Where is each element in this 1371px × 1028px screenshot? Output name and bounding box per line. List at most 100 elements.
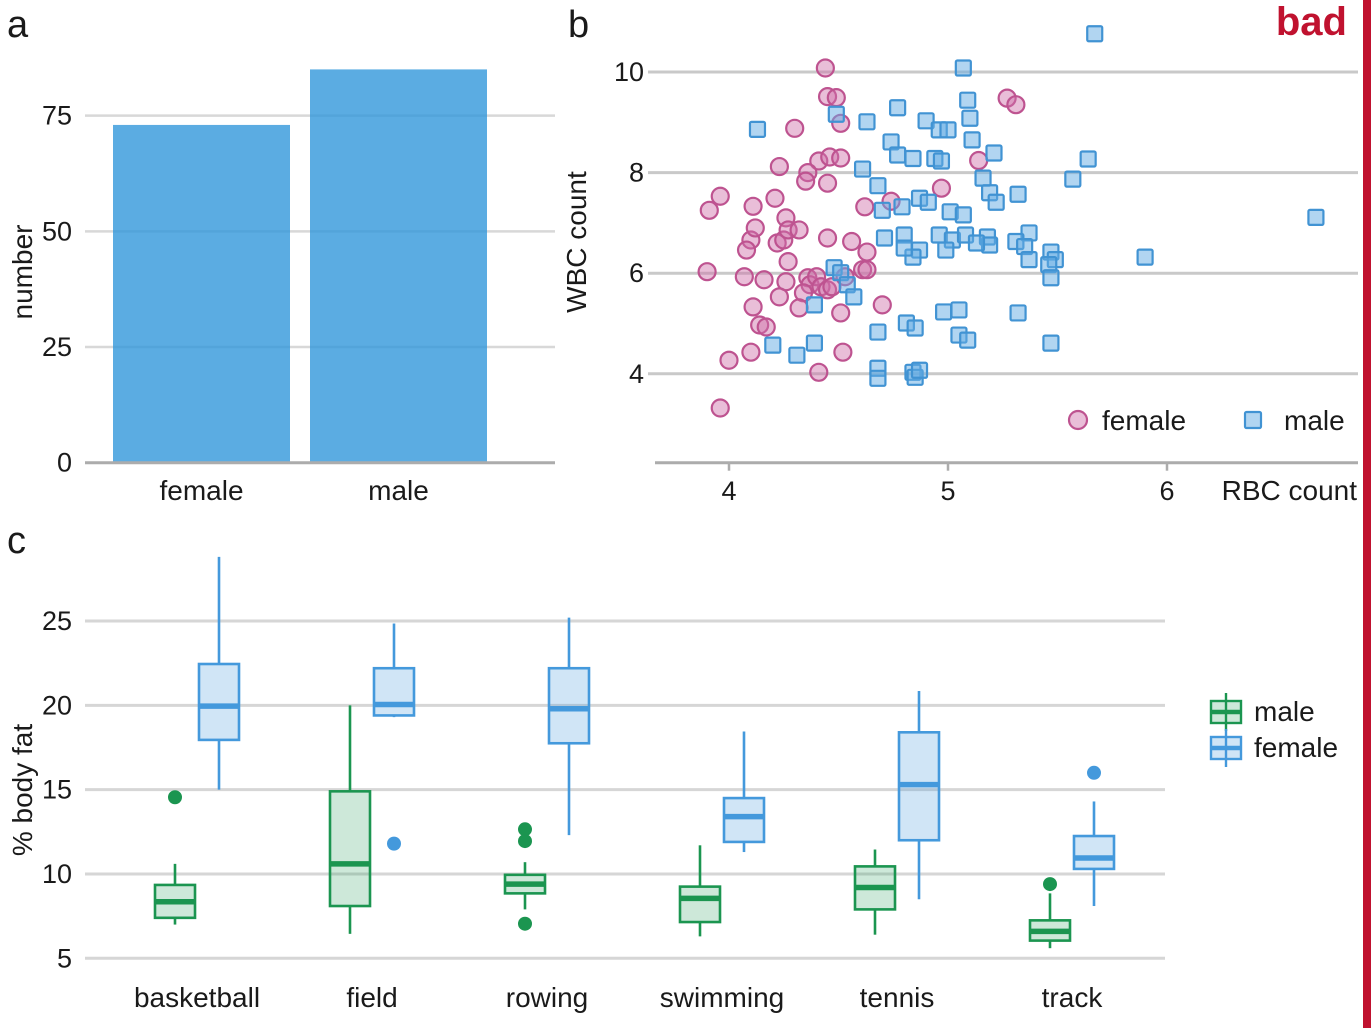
- y-tick-label: 50: [42, 216, 72, 246]
- scatter-point-male: [845, 288, 863, 306]
- scatter-point-female: [817, 173, 838, 193]
- y-tick-label: 0: [57, 448, 72, 478]
- scatter-point-female: [842, 231, 862, 252]
- scatter-point-female: [826, 88, 846, 108]
- scatter-point-female: [734, 267, 754, 287]
- y-tick-label: 8: [629, 158, 644, 188]
- scatter-point-male: [974, 169, 992, 187]
- scatter-point-male: [875, 229, 894, 247]
- y-tick-label: 75: [42, 101, 72, 131]
- scatter-point-female: [710, 398, 730, 418]
- scatter-point-male: [959, 91, 977, 109]
- y-tick-label: 20: [42, 690, 72, 720]
- scatter-point-female: [754, 270, 774, 290]
- scatter-point-male: [869, 323, 887, 341]
- x-category-label: male: [368, 475, 429, 506]
- scatter-point-male: [1086, 25, 1104, 43]
- scatter-point-male: [987, 193, 1005, 211]
- y-tick-label: 5: [57, 943, 72, 973]
- scatter-point-male: [764, 336, 782, 354]
- scatter-point-male: [1042, 334, 1060, 352]
- scatter-point-male: [939, 121, 957, 139]
- box-basketball-female: [197, 662, 241, 742]
- scatter-point-male: [932, 152, 951, 170]
- scatter-point-female: [855, 197, 875, 217]
- x-category-label: rowing: [506, 982, 588, 1013]
- scatter-point-male: [1064, 170, 1082, 188]
- scatter-point-female: [736, 240, 757, 260]
- scatter-point-male: [1020, 251, 1038, 269]
- scatter-point-female: [756, 317, 776, 337]
- scatter-point-male: [788, 346, 806, 364]
- scatter-point-male: [869, 177, 887, 195]
- scatter-point-male: [963, 131, 981, 149]
- outlier-point: [518, 916, 532, 931]
- y-tick-label: 25: [42, 606, 72, 636]
- scatter-point-female: [743, 196, 763, 216]
- scatter-point-female: [831, 303, 851, 323]
- scatter-point-male: [1079, 150, 1097, 168]
- scatter-point-female: [857, 242, 877, 262]
- legend-marker-female: [1067, 409, 1089, 431]
- scatter-point-female: [769, 156, 789, 177]
- x-category-label: female: [159, 475, 243, 506]
- scatter-point-female: [831, 148, 851, 168]
- scatter-point-male: [935, 303, 953, 321]
- box-swimming-male: [678, 885, 722, 924]
- scatter-point-male: [1307, 208, 1325, 226]
- panel-b-label: b: [568, 4, 590, 46]
- scatter-point-male: [917, 112, 935, 130]
- y-tick-label: 10: [42, 859, 72, 889]
- box-track-female: [1072, 834, 1116, 871]
- scatter-point-female: [1006, 95, 1026, 115]
- scatter-point-female: [765, 188, 785, 208]
- scatter-point-female: [778, 252, 798, 272]
- series-female: [697, 58, 1026, 418]
- x-category-label: basketball: [134, 982, 260, 1013]
- scatter-point-male: [961, 109, 979, 127]
- scatter-point-female: [809, 151, 829, 171]
- x-axis-title: RBC count: [1222, 475, 1358, 506]
- bar-female: [113, 124, 290, 463]
- scatter-point-male: [805, 334, 824, 352]
- scatter-point-female: [789, 298, 809, 318]
- scatter-point-male: [858, 113, 876, 131]
- scatter-point-male: [937, 241, 955, 259]
- scatter-point-male: [895, 239, 913, 257]
- scatter-point-male: [748, 120, 767, 138]
- legend: male female: [1209, 693, 1338, 767]
- x-tick-label: 5: [940, 476, 955, 506]
- scatter-point-male: [906, 319, 924, 337]
- legend-label-male: male: [1254, 696, 1315, 727]
- y-tick-label: 10: [614, 57, 644, 87]
- scatter-point-female: [710, 186, 730, 206]
- boxplot-series-female: [197, 556, 1116, 907]
- y-tick-label: 6: [629, 258, 644, 288]
- scatter-point-female: [931, 178, 952, 198]
- scatter-point-female: [789, 220, 809, 240]
- outlier-point: [1043, 877, 1057, 892]
- legend-label-female: female: [1102, 405, 1186, 436]
- scatter-point-female: [697, 262, 717, 282]
- legend-label-female: female: [1254, 732, 1338, 763]
- scatter-point-female: [857, 260, 877, 280]
- x-category-label: field: [346, 982, 397, 1013]
- scatter-point-male: [873, 201, 891, 219]
- scatter-point-female: [833, 342, 853, 362]
- scatter-point-male: [967, 234, 986, 252]
- scatter-point-female: [719, 350, 739, 370]
- scatter-point-male: [950, 301, 968, 319]
- scatter-point-male: [985, 144, 1003, 162]
- scatter-point-female: [741, 342, 761, 362]
- scatter-point-male: [853, 160, 872, 178]
- series-male: [748, 25, 1325, 387]
- y-tick-label: 25: [42, 332, 72, 362]
- outlier-point: [168, 790, 182, 805]
- scatter-point-female: [815, 58, 835, 78]
- box-field-female: [372, 666, 416, 717]
- box-rowing-female: [547, 666, 591, 745]
- scatter-point-male: [889, 146, 907, 164]
- box-swimming-female: [722, 796, 766, 844]
